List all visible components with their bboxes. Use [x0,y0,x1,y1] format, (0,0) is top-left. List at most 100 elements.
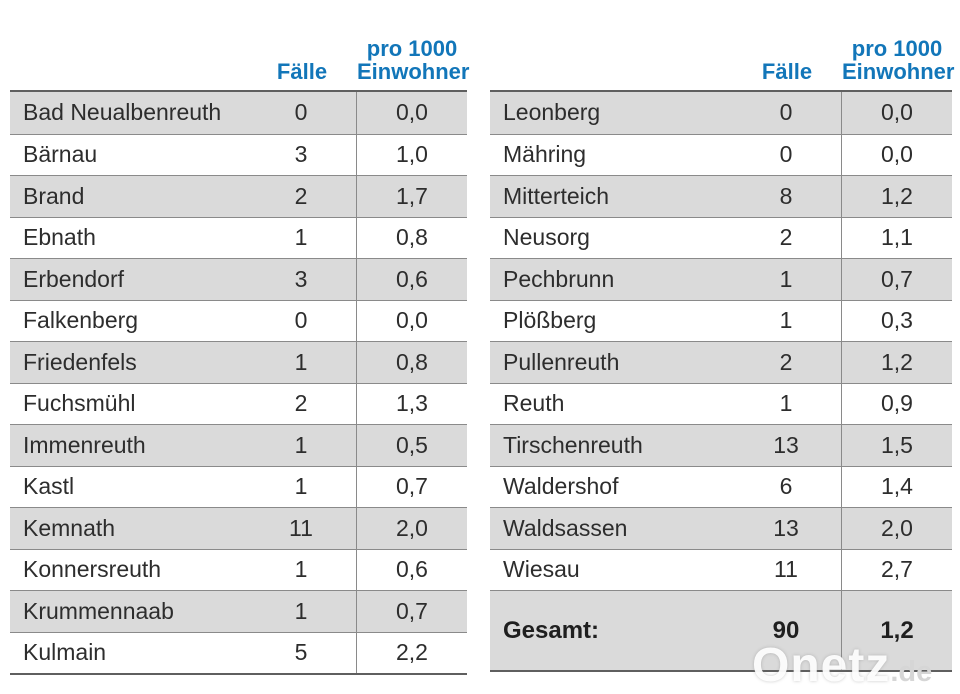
table-row: Wiesau 11 2,7 [490,548,952,590]
rate-header-line1: pro 1000 [851,36,943,61]
municipality-name: Pullenreuth [503,348,620,375]
table-row: Friedenfels 1 0,8 [10,341,467,383]
cases-value: 1 [294,597,308,624]
table-row: Bad Neualbenreuth 0 0,0 [10,92,467,134]
rate-value: 0,8 [356,217,467,258]
table-row: Waldsassen 13 2,0 [490,507,952,549]
table-row: Neusorg 2 1,1 [490,216,952,258]
rate-value: 0,7 [356,466,467,507]
cases-value: 1 [294,473,308,500]
rate-value: 1,3 [356,383,467,424]
cases-value: 2 [779,348,793,375]
municipality-name: Wiesau [503,556,580,583]
municipality-name: Pechbrunn [503,265,615,292]
cases-value: 2 [294,390,308,417]
right-table-header: Fälle pro 1000 Einwohner [490,0,955,90]
rate-value: 1,5 [841,425,952,466]
rate-column-header: pro 1000 Einwohner [842,36,954,83]
cases-value: 13 [773,514,799,541]
table-row: Fuchsmühl 2 1,3 [10,382,467,424]
rate-value: 2,0 [356,508,467,549]
cases-value: 0 [294,307,308,334]
rate-value: 2,0 [841,508,952,549]
rate-value: 0,6 [356,549,467,590]
municipality-name: Krummennaab [23,597,174,624]
table-row: Pullenreuth 2 1,2 [490,341,952,383]
left-table-header: Fälle pro 1000 Einwohner [10,0,470,90]
municipality-name: Kulmain [23,639,107,666]
municipality-name: Falkenberg [23,307,139,334]
cases-value: 13 [773,431,799,458]
table-row: Kulmain 5 2,2 [10,631,467,673]
cases-value: 3 [294,265,308,292]
left-table: Fälle pro 1000 Einwohner Bad Neualbenreu… [10,0,470,675]
municipality-name: Tirschenreuth [503,431,643,458]
cases-value: 0 [779,141,793,168]
cases-value: 11 [289,514,313,541]
municipality-name: Waldershof [503,473,619,500]
cases-value: 1 [294,348,308,375]
table-row: Immenreuth 1 0,5 [10,424,467,466]
rate-column-header: pro 1000 Einwohner [357,36,470,84]
rate-value: 1,1 [841,217,952,258]
rate-value: 1,7 [356,176,467,217]
table-row: Erbendorf 3 0,6 [10,258,467,300]
rate-value: 0,0 [841,134,952,175]
total-cases-value: 90 [772,616,800,644]
rate-value: 2,2 [356,632,467,673]
table-row: Ebnath 1 0,8 [10,216,467,258]
cases-value: 3 [294,141,308,168]
rate-value: 0,7 [356,591,467,632]
municipality-name: Konnersreuth [23,556,162,583]
table-row: Tirschenreuth 13 1,5 [490,424,952,466]
table-row: Reuth 1 0,9 [490,382,952,424]
table-row: Konnersreuth 1 0,6 [10,548,467,590]
table-row: Mähring 0 0,0 [490,133,952,175]
cases-value: 1 [294,224,308,251]
cases-value: 5 [294,639,308,666]
municipality-name: Mitterteich [503,182,610,209]
rate-value: 0,3 [841,300,952,341]
cases-value: 1 [294,556,308,583]
cases-column-header: Fälle [761,59,813,84]
municipality-name: Fuchsmühl [23,390,136,417]
right-table: Fälle pro 1000 Einwohner Leonberg 0 0,0 Mäh… [490,0,955,672]
rate-value: 0,9 [841,383,952,424]
cases-value: 6 [779,473,793,500]
municipality-name: Mähring [503,141,587,168]
municipality-name: Bärnau [23,141,98,168]
rate-value: 1,2 [841,342,952,383]
table-row: Kemnath 11 2,0 [10,507,467,549]
rate-value: 0,6 [356,259,467,300]
table-row: Leonberg 0 0,0 [490,92,952,134]
rate-value: 0,0 [356,92,467,134]
municipality-name: Neusorg [503,224,590,251]
table-row: Mitterteich 8 1,2 [490,175,952,217]
cases-value: 0 [779,99,793,126]
rate-value: 1,4 [841,466,952,507]
table-row: Kastl 1 0,7 [10,465,467,507]
rate-value: 1,0 [356,134,467,175]
rate-value: 0,8 [356,342,467,383]
rate-value: 2,7 [841,549,952,590]
rate-value: 0,5 [356,425,467,466]
municipality-name: Reuth [503,390,565,417]
rate-value: 0,0 [841,92,952,134]
table-row: Bärnau 3 1,0 [10,133,467,175]
municipality-name: Brand [23,182,85,209]
cases-value: 1 [779,265,793,292]
right-table-body: Leonberg 0 0,0 Mähring 0 0,0 Mitterteich 8 1,2 Ne… [490,90,952,672]
table-row: Waldershof 6 1,4 [490,465,952,507]
municipality-name: Bad Neualbenreuth [23,99,222,126]
rate-header-line1: pro 1000 [366,36,458,61]
municipality-name: Waldsassen [503,514,628,541]
total-rate-value: 1,2 [841,591,952,670]
rate-header-line2: Einwohner [357,59,470,84]
table-row: Falkenberg 0 0,0 [10,299,467,341]
cases-value: 2 [294,182,308,209]
municipality-name: Kemnath [23,514,116,541]
cases-value: 1 [779,307,793,334]
cases-column-header: Fälle [276,59,328,84]
left-table-body: Bad Neualbenreuth 0 0,0 Bärnau 3 1,0 Brand 2 1,7… [10,90,467,675]
